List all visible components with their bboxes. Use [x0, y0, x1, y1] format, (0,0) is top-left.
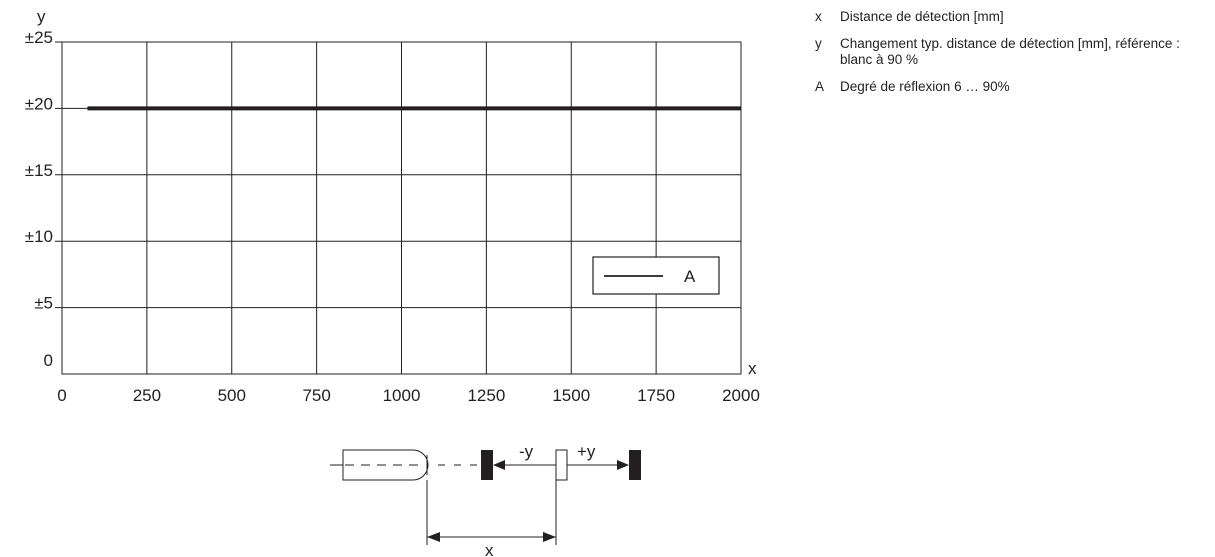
note-text: Changement typ. distance de détection [m…: [840, 36, 1180, 67]
note-text: Distance de détection [mm]: [840, 9, 1004, 24]
x-tick-label: 0: [57, 386, 66, 405]
x-dimension-label: x: [485, 541, 494, 557]
legend: A: [592, 256, 720, 295]
x-tick-label: 1750: [637, 386, 675, 405]
note-key: x: [815, 9, 822, 24]
note-text: Degré de réflexion 6 … 90%: [840, 79, 1010, 94]
note-a: A Degré de réflexion 6 … 90%: [815, 79, 1210, 95]
y-tick-label: ±5: [34, 294, 53, 313]
x-dimension-arrow-right: [543, 532, 556, 542]
x-axis-letter: x: [748, 359, 757, 378]
note-x: x Distance de détection [mm]: [815, 9, 1210, 25]
axis-notes: x Distance de détection [mm] y Changemen…: [815, 9, 1210, 106]
y-tick-label: ±10: [25, 227, 53, 246]
x-tick-label: 250: [133, 386, 161, 405]
plus-y-arrowhead: [617, 460, 629, 470]
near-target-block: [481, 450, 493, 480]
x-tick-label: 750: [302, 386, 330, 405]
tick-labels: 0 250 500 750 1000 1250 1500 1750 2000 0 ±5 ±10 ±15 ±…: [25, 28, 760, 405]
legend-label: A: [684, 267, 696, 286]
measurement-diagram: [330, 449, 641, 545]
far-target-block: [629, 450, 641, 480]
x-tick-label: 2000: [722, 386, 760, 405]
x-tick-label: 1000: [383, 386, 421, 405]
reference-target: [555, 449, 568, 481]
note-y: y Changement typ. distance de détection …: [815, 36, 1210, 68]
y-tick-label: 0: [44, 351, 53, 370]
note-key: y: [815, 36, 822, 51]
x-tick-label: 1500: [552, 386, 590, 405]
y-tick-label: ±20: [25, 94, 53, 113]
y-axis-letter: y: [37, 7, 46, 26]
plus-y-label: +y: [577, 442, 596, 461]
minus-y-label: -y: [519, 442, 534, 461]
grid-layer: [55, 41, 742, 375]
chart: 0 250 500 750 1000 1250 1500 1750 2000 0 ±5 ±10 ±15 ±…: [25, 7, 760, 557]
minus-y-arrowhead: [493, 460, 505, 470]
x-tick-label: 500: [218, 386, 246, 405]
note-key: A: [815, 79, 825, 94]
y-tick-label: ±15: [25, 161, 53, 180]
x-dimension-arrow-left: [427, 532, 440, 542]
x-tick-label: 1250: [467, 386, 505, 405]
y-tick-label: ±25: [25, 28, 53, 47]
